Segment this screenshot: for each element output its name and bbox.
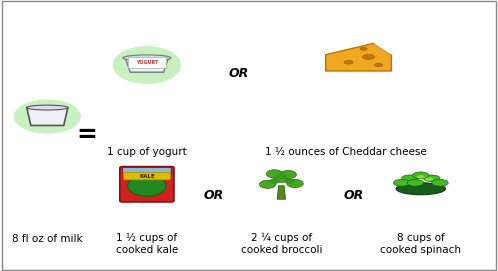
Polygon shape <box>27 108 68 125</box>
Text: 1 ½ cups of
cooked kale: 1 ½ cups of cooked kale <box>116 233 178 255</box>
Text: 1 ½ ounces of Cheddar cheese: 1 ½ ounces of Cheddar cheese <box>265 147 427 157</box>
Text: OR: OR <box>344 189 364 202</box>
Ellipse shape <box>14 100 80 133</box>
Ellipse shape <box>344 60 353 64</box>
Text: YOGURT: YOGURT <box>136 60 158 65</box>
Polygon shape <box>326 43 391 71</box>
Ellipse shape <box>425 178 433 181</box>
Ellipse shape <box>360 47 367 50</box>
Ellipse shape <box>284 179 295 184</box>
Ellipse shape <box>276 173 287 179</box>
Ellipse shape <box>259 180 276 188</box>
Ellipse shape <box>423 175 440 182</box>
Polygon shape <box>28 114 66 125</box>
Ellipse shape <box>127 175 166 196</box>
FancyBboxPatch shape <box>123 167 171 174</box>
Ellipse shape <box>393 179 410 186</box>
Polygon shape <box>125 58 168 72</box>
Text: KALE: KALE <box>139 174 155 179</box>
Ellipse shape <box>396 183 446 195</box>
Ellipse shape <box>280 170 296 179</box>
Ellipse shape <box>401 175 418 182</box>
Ellipse shape <box>273 174 289 182</box>
Text: 2 ¼ cups of
cooked broccoli: 2 ¼ cups of cooked broccoli <box>241 233 322 255</box>
Ellipse shape <box>114 47 180 83</box>
Ellipse shape <box>363 54 374 59</box>
Ellipse shape <box>123 55 171 61</box>
Text: 8 fl oz of milk: 8 fl oz of milk <box>12 234 83 244</box>
Ellipse shape <box>266 170 283 178</box>
Ellipse shape <box>413 172 429 179</box>
FancyBboxPatch shape <box>120 166 174 202</box>
Text: OR: OR <box>229 67 249 80</box>
Ellipse shape <box>417 175 425 179</box>
FancyBboxPatch shape <box>124 172 170 180</box>
Ellipse shape <box>27 105 68 110</box>
Ellipse shape <box>374 63 382 67</box>
FancyBboxPatch shape <box>128 57 166 68</box>
Text: 8 cups of
cooked spinach: 8 cups of cooked spinach <box>380 233 461 255</box>
Polygon shape <box>374 43 391 55</box>
Ellipse shape <box>432 179 448 186</box>
Text: 1 cup of yogurt: 1 cup of yogurt <box>107 147 187 157</box>
Ellipse shape <box>269 179 280 184</box>
Ellipse shape <box>287 179 303 188</box>
Polygon shape <box>277 186 285 199</box>
Ellipse shape <box>407 179 423 186</box>
Text: OR: OR <box>204 189 224 202</box>
Text: =: = <box>77 124 98 147</box>
